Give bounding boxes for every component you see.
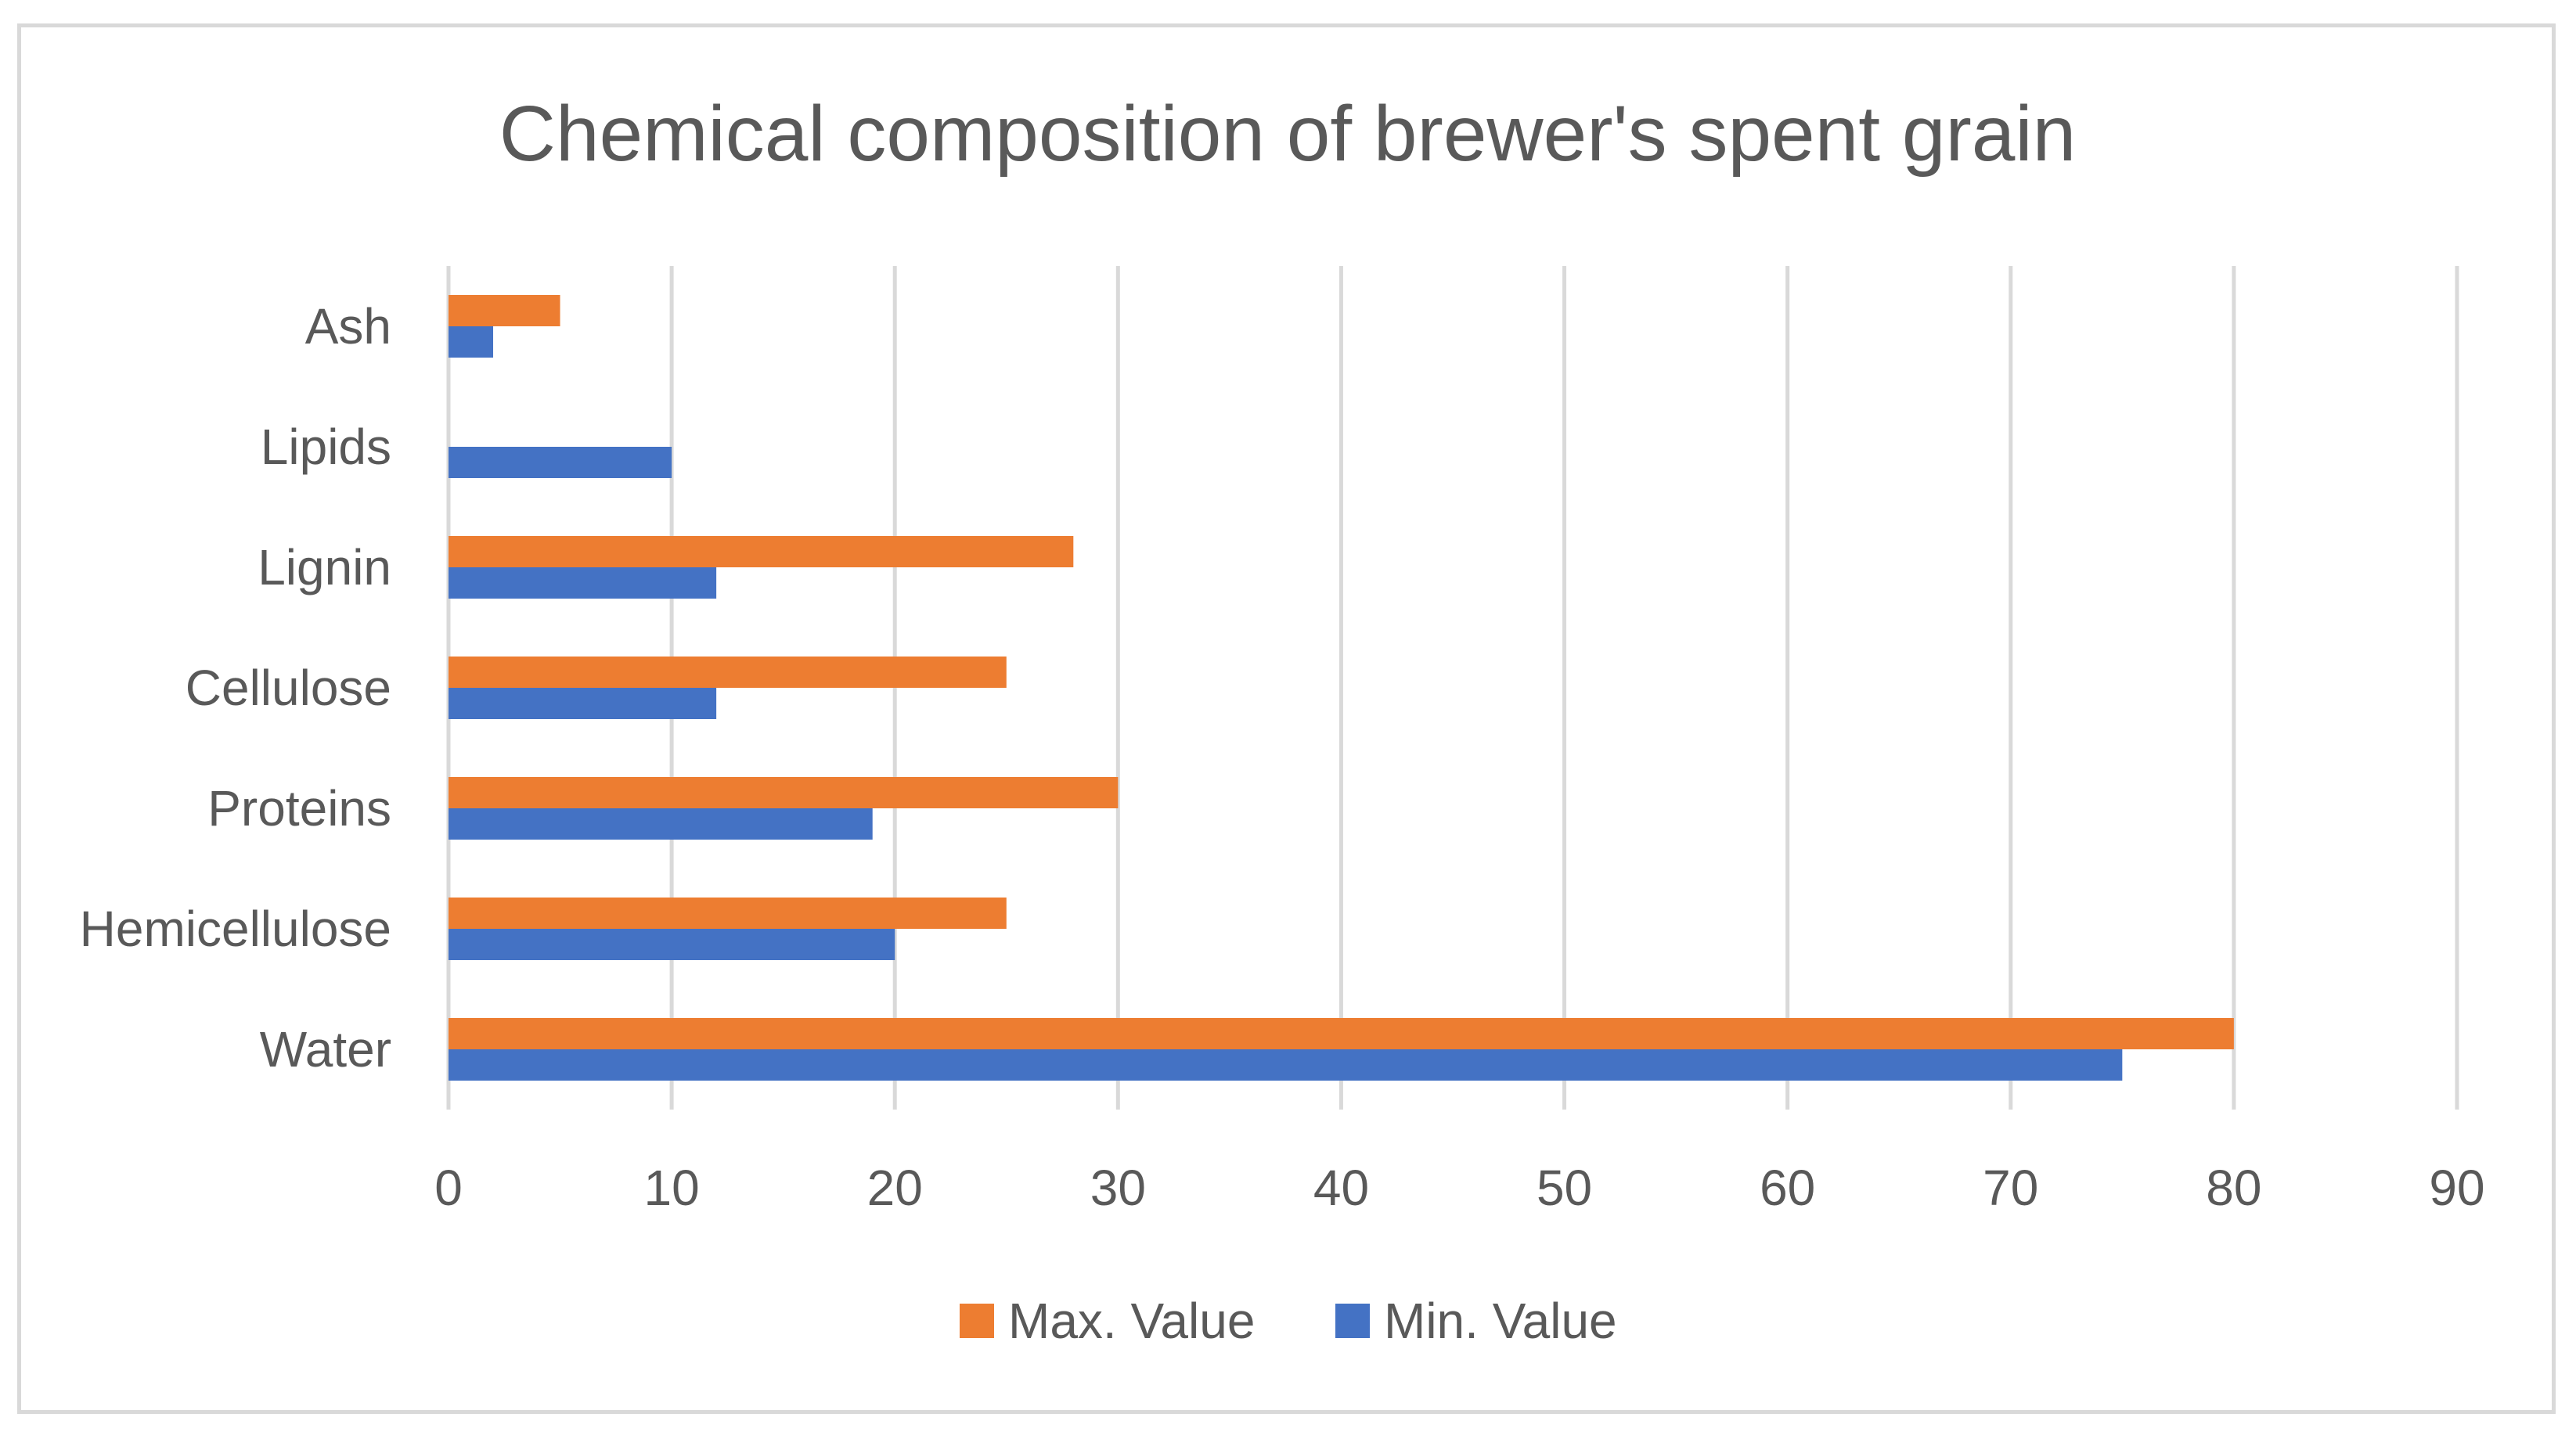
category-label-proteins: Proteins	[207, 780, 391, 836]
category-label-hemicellulose: Hemicellulose	[80, 901, 391, 957]
x-tick-label: 90	[2429, 1160, 2484, 1216]
legend-swatch-max	[960, 1304, 994, 1338]
x-tick-label: 30	[1090, 1160, 1146, 1216]
bar-min-ash	[449, 326, 494, 358]
category-labels: Water Hemicellulose Proteins Cellulose Ligni…	[80, 298, 391, 1077]
x-tick-label: 80	[2206, 1160, 2261, 1216]
x-tick-label: 10	[644, 1160, 700, 1216]
chart-frame	[17, 23, 2556, 1414]
legend-label-min: Min. Value	[1384, 1293, 1617, 1349]
grid-layer	[446, 266, 2459, 1110]
bar-min-lignin	[449, 567, 717, 599]
category-label-lipids: Lipids	[261, 419, 391, 475]
x-tick-label: 0	[434, 1160, 463, 1216]
legend: Max. Value Min. Value	[960, 1293, 1617, 1349]
bars-layer	[449, 295, 2234, 1081]
legend-swatch-min	[1335, 1304, 1370, 1338]
bar-max-proteins	[449, 777, 1119, 808]
bar-max-hemicellulose	[449, 898, 1007, 929]
bar-min-hemicellulose	[449, 929, 895, 960]
chart-title: Chemical composition of brewer's spent g…	[499, 90, 2076, 178]
x-tick-label: 20	[867, 1160, 923, 1216]
bar-min-lipids	[449, 447, 672, 478]
bar-min-proteins	[449, 808, 873, 840]
bar-max-ash	[449, 295, 560, 326]
category-label-cellulose: Cellulose	[186, 660, 391, 716]
category-label-lignin: Lignin	[258, 539, 391, 595]
category-label-water: Water	[260, 1021, 391, 1077]
x-tick-label: 40	[1313, 1160, 1369, 1216]
bar-max-lignin	[449, 536, 1074, 567]
legend-label-max: Max. Value	[1008, 1293, 1255, 1349]
bar-max-cellulose	[449, 657, 1007, 688]
category-label-ash: Ash	[305, 298, 391, 354]
x-axis-tick-labels: 0 10 20 30 40 50 60 70 80 90	[434, 1160, 2484, 1216]
x-tick-label: 50	[1537, 1160, 1592, 1216]
bar-min-water	[449, 1049, 2123, 1081]
x-tick-label: 70	[1983, 1160, 2038, 1216]
bar-min-cellulose	[449, 688, 717, 719]
bar-max-water	[449, 1018, 2234, 1049]
x-tick-label: 60	[1760, 1160, 1815, 1216]
